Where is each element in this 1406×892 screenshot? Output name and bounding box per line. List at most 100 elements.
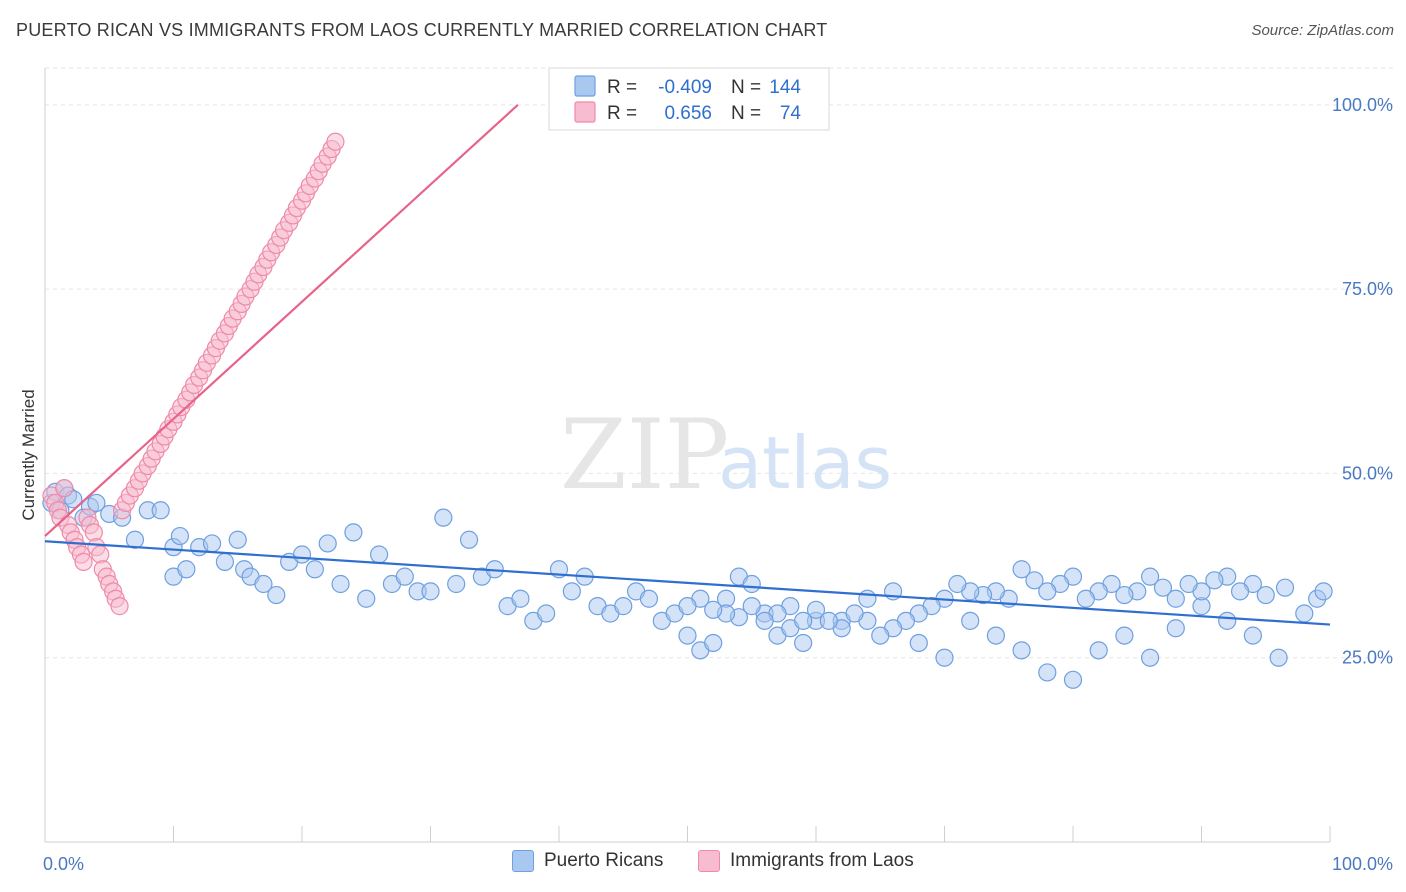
point-puerto-rican bbox=[961, 611, 980, 630]
point-puerto-rican bbox=[639, 589, 659, 608]
point-puerto-rican bbox=[1230, 582, 1250, 601]
point-puerto-rican bbox=[1115, 626, 1134, 645]
trend-line-laos bbox=[44, 104, 519, 537]
chart-source: Source: ZipAtlas.com bbox=[1251, 22, 1394, 39]
trend-lines bbox=[44, 104, 1331, 626]
legend-swatch-blue bbox=[512, 850, 534, 872]
point-puerto-rican bbox=[755, 611, 774, 630]
point-puerto-rican bbox=[909, 633, 928, 653]
point-puerto-rican bbox=[845, 604, 864, 623]
axes bbox=[44, 68, 1331, 843]
legend-r-label: R = bbox=[607, 77, 637, 98]
point-puerto-rican bbox=[704, 600, 723, 619]
x-tick-label: 0.0% bbox=[43, 854, 84, 874]
legend-r-label: R = bbox=[607, 103, 637, 124]
point-puerto-rican bbox=[1012, 560, 1031, 579]
point-puerto-rican bbox=[1314, 582, 1333, 601]
point-puerto-rican bbox=[357, 589, 376, 608]
point-puerto-rican bbox=[292, 545, 312, 564]
point-puerto-rican bbox=[948, 574, 967, 594]
point-puerto-rican bbox=[1038, 663, 1057, 682]
point-puerto-rican bbox=[1166, 619, 1185, 638]
point-puerto-rican bbox=[344, 523, 363, 542]
point-puerto-rican bbox=[459, 530, 479, 549]
point-puerto-rican bbox=[1115, 585, 1134, 605]
point-puerto-rican bbox=[1243, 626, 1263, 645]
point-puerto-rican bbox=[254, 574, 273, 594]
point-puerto-rican bbox=[511, 589, 530, 608]
point-puerto-rican bbox=[370, 545, 389, 564]
legend-n-value: 74 bbox=[780, 103, 802, 124]
legend-r-value: 0.656 bbox=[664, 103, 712, 124]
legend-n-value: 144 bbox=[769, 77, 801, 98]
point-laos bbox=[84, 523, 103, 542]
trend-line-puerto-ricans bbox=[44, 540, 1331, 626]
point-puerto-rican bbox=[704, 633, 723, 653]
point-puerto-rican bbox=[1295, 604, 1314, 623]
legend-item-puerto-ricans: Puerto Ricans bbox=[512, 850, 663, 872]
point-puerto-rican bbox=[858, 589, 877, 608]
point-puerto-rican bbox=[1179, 574, 1198, 594]
x-tick-label: 100.0% bbox=[1332, 854, 1393, 874]
point-puerto-rican bbox=[1025, 571, 1044, 590]
point-puerto-rican bbox=[1063, 670, 1083, 689]
point-puerto-rican bbox=[447, 574, 466, 594]
legend-n-label: N = bbox=[731, 103, 761, 124]
point-puerto-rican bbox=[935, 648, 954, 667]
legend-item-laos: Immigrants from Laos bbox=[698, 850, 914, 872]
point-laos bbox=[110, 597, 129, 616]
legend-stat-swatch bbox=[574, 101, 596, 123]
y-tick-label: 25.0% bbox=[1342, 648, 1393, 668]
point-puerto-rican bbox=[1076, 589, 1095, 608]
legend-stat-swatch bbox=[574, 75, 596, 97]
point-puerto-rican bbox=[819, 611, 838, 630]
point-puerto-rican bbox=[1038, 582, 1057, 601]
y-tick-label: 75.0% bbox=[1342, 279, 1393, 299]
point-puerto-rican bbox=[177, 560, 196, 579]
point-puerto-rican bbox=[1218, 611, 1237, 630]
legend-label-laos: Immigrants from Laos bbox=[730, 850, 914, 871]
y-tick-label: 100.0% bbox=[1332, 95, 1393, 115]
point-puerto-rican bbox=[806, 600, 826, 619]
point-puerto-rican bbox=[678, 597, 697, 616]
watermark-zip: ZIP bbox=[560, 399, 729, 511]
watermark: ZIP atlas bbox=[560, 399, 892, 511]
point-puerto-rican bbox=[421, 582, 440, 601]
point-puerto-rican bbox=[318, 534, 337, 553]
point-puerto-rican bbox=[215, 552, 234, 571]
legend-r-value: -0.409 bbox=[658, 77, 712, 98]
point-puerto-rican bbox=[87, 493, 106, 513]
point-puerto-rican bbox=[1205, 571, 1224, 590]
data-points bbox=[42, 132, 1333, 689]
point-puerto-rican bbox=[1140, 567, 1160, 586]
point-puerto-rican bbox=[871, 626, 890, 645]
point-puerto-rican bbox=[742, 574, 761, 594]
stats-legend: R = -0.409 N = 144 R = 0.656 N = 74 bbox=[548, 67, 830, 131]
y-tick-label: 50.0% bbox=[1342, 463, 1393, 483]
point-puerto-rican bbox=[794, 633, 813, 653]
watermark-atlas: atlas bbox=[718, 421, 892, 505]
point-puerto-rican bbox=[151, 501, 170, 520]
point-puerto-rican bbox=[1269, 648, 1288, 667]
point-puerto-rican bbox=[1089, 641, 1108, 660]
point-puerto-rican bbox=[742, 597, 761, 616]
point-puerto-rican bbox=[1275, 578, 1295, 597]
point-laos bbox=[74, 552, 93, 571]
point-puerto-rican bbox=[305, 560, 324, 579]
point-laos bbox=[91, 545, 110, 564]
point-puerto-rican bbox=[228, 530, 247, 549]
point-puerto-rican bbox=[395, 567, 414, 586]
legend-n-label: N = bbox=[731, 77, 761, 98]
point-puerto-rican bbox=[678, 626, 697, 645]
legend-frame bbox=[548, 67, 830, 131]
legend-swatch-pink bbox=[698, 850, 720, 872]
point-puerto-rican bbox=[1140, 648, 1160, 667]
point-puerto-rican bbox=[794, 611, 813, 630]
point-puerto-rican bbox=[1153, 578, 1173, 597]
point-laos bbox=[55, 479, 74, 498]
point-puerto-rican bbox=[1012, 641, 1031, 660]
chart-title: PUERTO RICAN VS IMMIGRANTS FROM LAOS CUR… bbox=[16, 20, 828, 40]
point-laos bbox=[326, 132, 345, 151]
bottom-legend: Puerto Ricans Immigrants from Laos bbox=[0, 850, 1406, 880]
